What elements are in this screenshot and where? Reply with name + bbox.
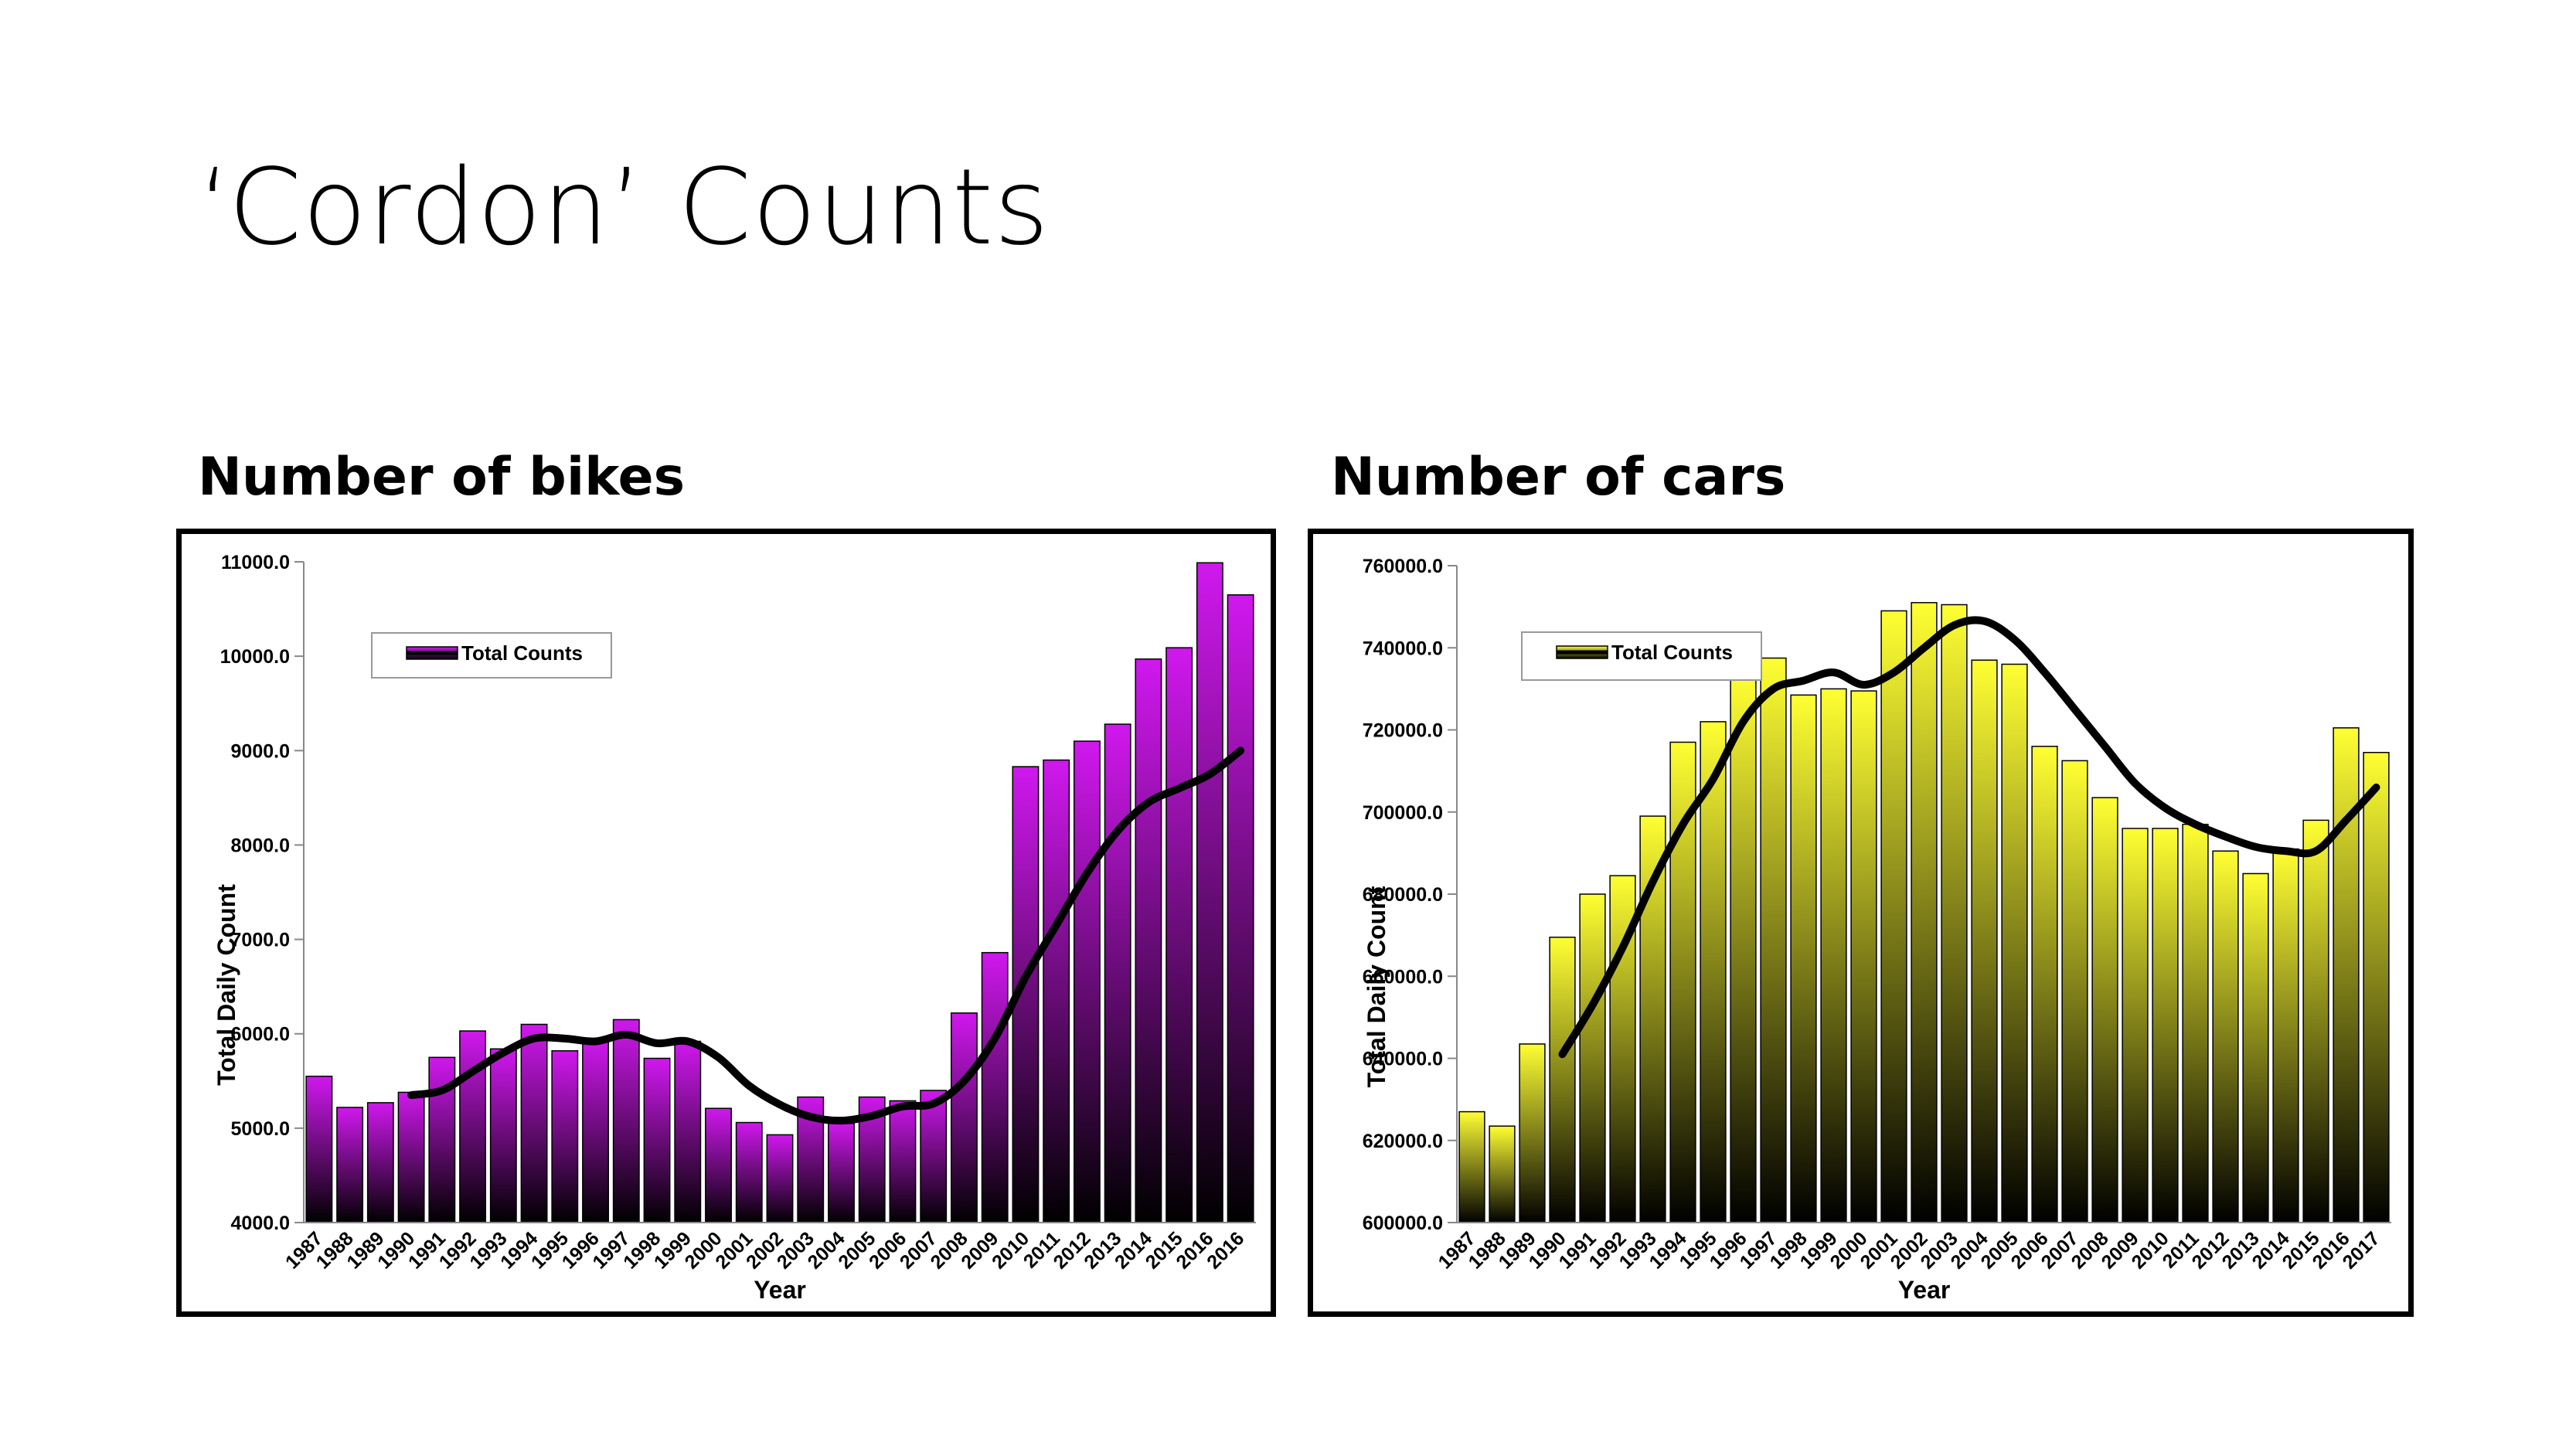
bikes-bar	[705, 1107, 732, 1223]
bikes-bar	[1196, 562, 1223, 1223]
bikes-bar	[828, 1123, 855, 1223]
bikes-bar	[951, 1012, 978, 1223]
cars-bar	[1700, 721, 1727, 1223]
bikes-bar	[551, 1049, 579, 1223]
bikes-bar	[520, 1023, 548, 1223]
cars-bar	[2242, 872, 2269, 1223]
bikes-bar	[1043, 759, 1070, 1223]
cars-y-tick-label: 620000.0	[1363, 1131, 1443, 1152]
bikes-bar	[981, 951, 1009, 1223]
cars-bar	[2061, 760, 2088, 1223]
cars-legend-label: Total Counts	[1611, 641, 1733, 664]
bikes-bar	[305, 1075, 333, 1223]
cars-bar	[1458, 1111, 1485, 1223]
cars-bar	[1489, 1125, 1516, 1223]
cars-bar	[2182, 823, 2209, 1223]
bikes-chart-frame: 4000.0 5000.0 6000.0 7000.0 8000.0 9000.0 1000…	[176, 529, 1276, 1317]
cars-chart: 600000.0 620000.0 640000.0 660000.0 680000.0…	[1363, 556, 2391, 1304]
cars-trend-line	[1558, 616, 2380, 1059]
cars-y-tick-label: 720000.0	[1363, 720, 1443, 742]
cars-bar	[2091, 797, 2118, 1223]
cars-bar	[2272, 848, 2299, 1223]
cars-bar	[1790, 694, 1817, 1223]
bikes-bar	[489, 1048, 517, 1223]
cars-bar	[1549, 937, 1576, 1223]
bikes-bar	[459, 1030, 487, 1223]
bikes-y-tick-label: 5000.0	[231, 1118, 290, 1140]
cars-bar	[2001, 663, 2028, 1223]
cars-bar	[2122, 828, 2149, 1223]
cars-bar	[1820, 688, 1847, 1223]
bikes-y-tick-label: 6000.0	[231, 1024, 290, 1046]
bikes-y-tick-label: 10000.0	[220, 646, 290, 668]
bikes-bar	[1227, 594, 1254, 1223]
cars-bar	[1880, 610, 1907, 1223]
bikes-bar	[643, 1057, 671, 1223]
cars-y-tick-label: 640000.0	[1363, 1049, 1443, 1070]
cars-bar	[2333, 727, 2360, 1223]
bikes-y-tick-label: 4000.0	[231, 1213, 290, 1234]
cars-bar	[1730, 675, 1757, 1223]
bikes-bar	[428, 1056, 456, 1223]
cars-bar	[1971, 659, 1998, 1223]
bikes-y-tick-label: 11000.0	[221, 552, 290, 573]
bikes-y-tick-label: 8000.0	[231, 835, 290, 856]
cars-y-tick-label: 660000.0	[1363, 966, 1443, 988]
cars-bar	[2152, 828, 2179, 1223]
bikes-bar	[1073, 740, 1101, 1223]
cars-bar	[1941, 604, 1968, 1223]
cars-bar	[1911, 602, 1938, 1223]
cars-bar	[2302, 819, 2329, 1223]
cars-bar	[1760, 657, 1787, 1223]
bikes-bar	[920, 1090, 948, 1223]
cars-y-tick-label: 700000.0	[1363, 802, 1443, 824]
cars-bar	[2363, 751, 2390, 1223]
cars-bar	[1519, 1043, 1546, 1223]
bikes-legend-label: Total Counts	[461, 641, 583, 665]
bikes-bar	[1135, 658, 1162, 1223]
cars-y-tick-label: 680000.0	[1363, 884, 1443, 906]
cars-bar	[1579, 893, 1606, 1223]
cars-bar	[2031, 746, 2058, 1223]
bikes-y-tick-label: 7000.0	[231, 930, 290, 951]
bikes-trend-line	[407, 747, 1245, 1125]
bikes-x-axis-title: Year	[754, 1276, 806, 1304]
cars-bar	[1850, 690, 1877, 1223]
bikes-bar	[336, 1107, 364, 1223]
bikes-bar	[582, 1039, 609, 1223]
bikes-bar	[735, 1121, 763, 1223]
bikes-chart-heading: Number of bikes	[198, 447, 686, 508]
cars-chart-frame: 600000.0 620000.0 640000.0 660000.0 680000.0…	[1308, 529, 2414, 1317]
cars-y-tick-label: 600000.0	[1363, 1213, 1443, 1234]
bikes-bar	[612, 1019, 640, 1223]
slide-title: ‘Cordon’ Counts	[198, 147, 1050, 269]
bikes-y-axis-title: Total Daily Count	[213, 884, 240, 1086]
bikes-x-tick-label: 2016	[1203, 1227, 1248, 1273]
bikes-bar	[1165, 647, 1193, 1223]
bikes-bar	[366, 1102, 394, 1223]
bikes-bar	[397, 1091, 425, 1223]
bikes-bar	[674, 1040, 702, 1223]
bikes-chart: 4000.0 5000.0 6000.0 7000.0 8000.0 9000.0 1000…	[213, 552, 1256, 1304]
cars-x-axis-title: Year	[1898, 1276, 1951, 1304]
bikes-bar	[889, 1100, 917, 1223]
cars-bar	[1639, 815, 1666, 1223]
bikes-y-tick-label: 9000.0	[231, 740, 290, 762]
bikes-bar	[1104, 723, 1131, 1223]
cars-y-axis-title: Total Daily Count	[1363, 886, 1390, 1087]
cars-bar	[2212, 850, 2239, 1223]
cars-y-tick-label: 740000.0	[1363, 638, 1443, 659]
bikes-bar	[766, 1134, 794, 1223]
cars-y-tick-label: 760000.0	[1363, 556, 1443, 577]
cars-chart-heading: Number of cars	[1331, 447, 1786, 508]
